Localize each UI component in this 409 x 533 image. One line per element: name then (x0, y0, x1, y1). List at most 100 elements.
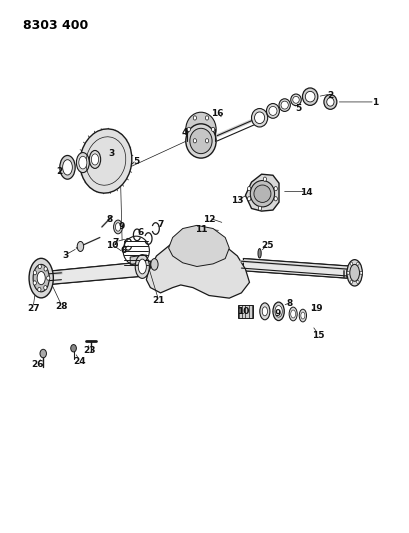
Ellipse shape (185, 112, 216, 147)
Text: 5: 5 (294, 104, 301, 113)
Circle shape (38, 264, 41, 269)
Text: 7: 7 (112, 238, 119, 247)
Ellipse shape (280, 101, 288, 109)
Circle shape (247, 187, 250, 191)
Polygon shape (243, 259, 354, 279)
Circle shape (187, 127, 190, 132)
Ellipse shape (326, 98, 333, 106)
Text: 6: 6 (137, 228, 143, 237)
Circle shape (356, 262, 358, 265)
Text: 5: 5 (133, 157, 139, 166)
Ellipse shape (262, 307, 267, 316)
Text: 24: 24 (73, 357, 86, 366)
Text: 8303 400: 8303 400 (23, 19, 88, 31)
Ellipse shape (290, 310, 295, 318)
Ellipse shape (268, 107, 276, 115)
Text: 2: 2 (326, 91, 333, 100)
Text: 3: 3 (62, 252, 68, 261)
Ellipse shape (33, 264, 49, 292)
Text: 9: 9 (119, 222, 125, 231)
Text: 15: 15 (311, 330, 324, 340)
Ellipse shape (257, 248, 261, 258)
Ellipse shape (113, 220, 122, 234)
Text: 21: 21 (152, 296, 164, 305)
Ellipse shape (302, 88, 317, 106)
Ellipse shape (115, 223, 120, 231)
Ellipse shape (37, 271, 45, 285)
Circle shape (274, 187, 276, 191)
Circle shape (40, 349, 46, 358)
Circle shape (44, 286, 47, 290)
Ellipse shape (76, 152, 89, 173)
Text: 10: 10 (237, 307, 249, 316)
Ellipse shape (151, 259, 158, 270)
Text: 1: 1 (371, 99, 377, 108)
Circle shape (193, 139, 196, 143)
Ellipse shape (274, 305, 281, 317)
Ellipse shape (185, 124, 216, 158)
Circle shape (247, 197, 250, 201)
Text: 16: 16 (210, 109, 223, 118)
Circle shape (205, 116, 208, 120)
Text: 25: 25 (261, 241, 273, 250)
Polygon shape (130, 255, 146, 264)
Ellipse shape (272, 302, 283, 320)
Circle shape (33, 281, 36, 285)
Ellipse shape (63, 160, 72, 175)
Circle shape (346, 271, 348, 274)
Text: 9: 9 (274, 310, 280, 319)
Ellipse shape (300, 312, 304, 319)
Text: 28: 28 (55, 302, 67, 311)
Ellipse shape (80, 129, 132, 193)
Circle shape (263, 177, 266, 181)
Circle shape (47, 276, 50, 280)
Circle shape (44, 267, 47, 271)
Circle shape (274, 197, 276, 201)
Ellipse shape (305, 91, 314, 102)
Text: 27: 27 (27, 304, 39, 313)
Ellipse shape (346, 260, 362, 286)
Ellipse shape (279, 99, 290, 111)
Ellipse shape (299, 309, 306, 322)
Ellipse shape (288, 307, 297, 321)
Circle shape (33, 271, 36, 275)
Polygon shape (238, 305, 252, 318)
Circle shape (211, 127, 214, 132)
Text: 23: 23 (83, 346, 96, 356)
Polygon shape (43, 261, 150, 285)
Ellipse shape (292, 96, 299, 103)
Text: 4: 4 (181, 127, 187, 136)
Text: 6: 6 (121, 246, 127, 255)
Text: 2: 2 (56, 167, 63, 176)
Circle shape (258, 206, 261, 211)
Ellipse shape (138, 259, 146, 274)
Ellipse shape (259, 303, 269, 320)
Text: 26: 26 (31, 360, 43, 369)
Ellipse shape (89, 150, 100, 168)
Text: 10: 10 (106, 241, 118, 250)
Circle shape (349, 280, 352, 284)
Polygon shape (245, 174, 279, 211)
Ellipse shape (266, 103, 279, 118)
Circle shape (349, 262, 352, 265)
Polygon shape (168, 225, 229, 266)
Ellipse shape (253, 185, 270, 203)
Circle shape (356, 280, 358, 284)
Text: 8: 8 (107, 214, 113, 223)
Circle shape (359, 271, 362, 274)
Text: 8: 8 (286, 299, 292, 308)
Circle shape (193, 116, 196, 120)
Text: 14: 14 (299, 188, 312, 197)
Ellipse shape (323, 94, 336, 109)
Ellipse shape (254, 112, 264, 124)
Text: 19: 19 (309, 304, 322, 313)
Text: 13: 13 (231, 196, 243, 205)
Text: 7: 7 (157, 220, 163, 229)
Ellipse shape (91, 154, 99, 165)
Text: 11: 11 (194, 225, 207, 234)
Circle shape (205, 139, 208, 143)
Ellipse shape (29, 259, 53, 298)
Ellipse shape (135, 255, 149, 278)
Circle shape (38, 287, 41, 292)
Ellipse shape (349, 264, 359, 281)
